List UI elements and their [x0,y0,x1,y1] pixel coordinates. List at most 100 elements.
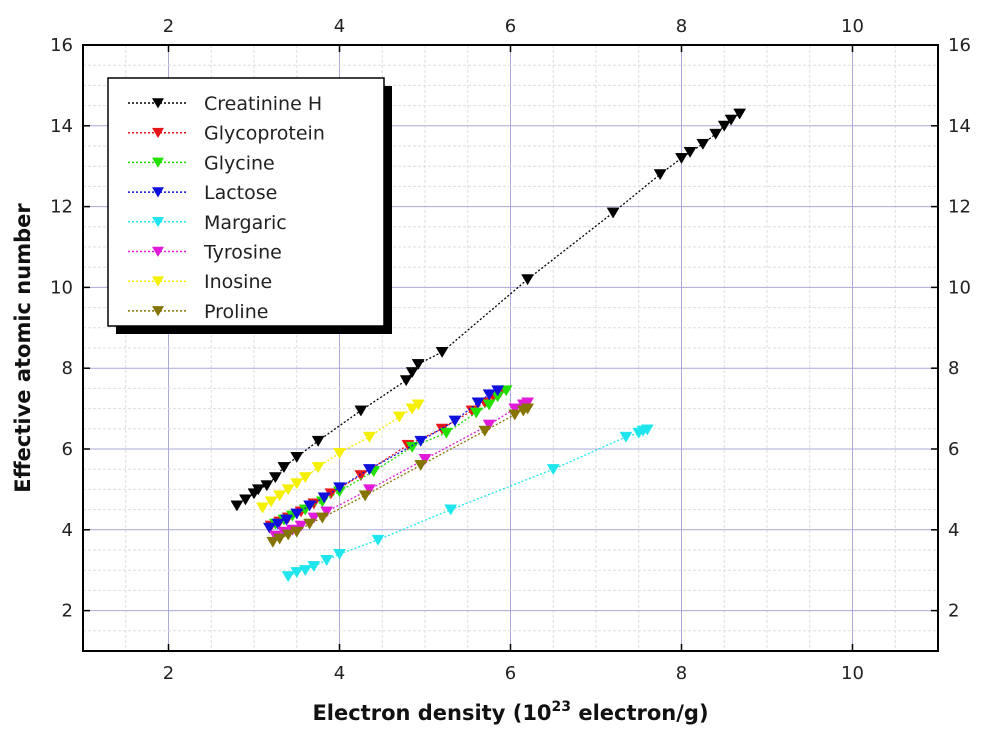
data-point [418,454,432,465]
legend-item: Proline [128,301,268,323]
data-point [281,571,295,583]
data-point [448,415,462,427]
data-point [260,480,274,492]
legend-label: Lactose [204,182,277,204]
data-point [675,153,688,165]
data-point [311,435,325,447]
data-point [273,533,287,545]
y-tick-label-left: 8 [62,358,73,379]
legend: Creatinine H Glycoprotein Glycine Lactose Ma… [107,77,392,334]
data-point [333,482,346,494]
data-point [280,514,293,526]
data-point [303,518,317,530]
data-point [405,403,419,415]
data-point [683,147,697,158]
data-point [405,367,419,379]
data-point [303,500,317,512]
data-point [358,490,372,502]
data-point [399,375,413,387]
x-axis-title-superscript: 23 [552,699,571,715]
legend-item: Glycoprotein [128,123,325,145]
y-tick-label-right: 16 [948,35,971,56]
series-margaric [281,424,654,583]
legend-marker [152,276,164,287]
data-point [482,389,496,401]
data-point [354,405,368,417]
y-tick-label-right: 10 [948,277,971,298]
data-point [298,565,312,577]
data-point [371,534,385,546]
data-point [414,460,428,472]
data-point [435,346,449,358]
data-point [606,207,620,219]
legend-marker [152,187,164,198]
y-tick-label-left: 4 [62,520,73,541]
data-point [290,526,304,538]
data-point [273,490,287,502]
legend-item: Tyrosine [128,242,282,264]
y-tick-label-left: 10 [50,277,73,298]
data-point [717,120,731,132]
data-point [294,520,308,532]
data-point [546,464,560,476]
x-axis-title: Electron density (1023 electron/g) [312,699,708,725]
data-point [411,359,425,371]
legend-marker [152,127,164,139]
data-point [262,522,276,534]
data-point [482,419,496,431]
legend-label: Tyrosine [203,242,282,264]
x-tick-label-bottom: 10 [841,663,864,684]
x-axis-title-main: Electron density (10 [312,701,551,725]
y-tick-label-left: 6 [62,439,73,460]
series-inosine [256,399,425,514]
data-point [281,484,295,496]
data-point [640,424,654,436]
series-proline [266,403,535,548]
legend-item: Creatinine H [128,93,322,115]
data-point [362,484,376,496]
legend-label: Glycine [204,152,275,174]
legend-item: Margaric [128,212,287,234]
data-point [307,512,321,524]
data-point [411,399,425,411]
data-point [508,409,522,421]
legend-marker [152,157,164,168]
legend-item: Inosine [128,271,272,293]
x-tick-label-top: 6 [505,16,516,37]
y-tick-label-right: 12 [948,197,971,218]
y-tick-label-left: 16 [50,35,73,56]
data-point [696,138,710,150]
data-point [264,496,278,508]
y-tick-label-right: 8 [948,358,959,379]
series-creatinine-h [230,108,747,512]
data-point [521,403,535,415]
data-point [239,494,252,506]
legend-box [107,77,385,327]
x-tick-label-bottom: 8 [676,663,687,684]
series-lactose [262,385,505,534]
data-point [414,435,428,447]
data-point [268,472,282,484]
legend-label: Proline [204,301,268,323]
y-tick-label-right: 14 [948,116,971,137]
data-point [724,114,738,126]
y-tick-label-right: 6 [948,439,959,460]
legend-label: Creatinine H [204,93,322,115]
data-point [290,567,304,579]
data-point [320,506,334,518]
x-tick-label-top: 10 [841,16,864,37]
legend-item: Lactose [128,182,277,204]
x-tick-label-bottom: 6 [505,663,516,684]
data-point [709,128,723,140]
data-point [317,492,331,504]
legend-marker [152,306,164,317]
x-tick-label-top: 4 [334,16,345,37]
data-point [362,464,376,476]
data-point [298,472,312,484]
data-point [469,407,483,419]
data-point [499,385,513,397]
x-tick-label-top: 8 [676,16,687,37]
data-point [392,411,406,423]
data-point [491,385,505,397]
x-tick-label-bottom: 2 [163,663,174,684]
